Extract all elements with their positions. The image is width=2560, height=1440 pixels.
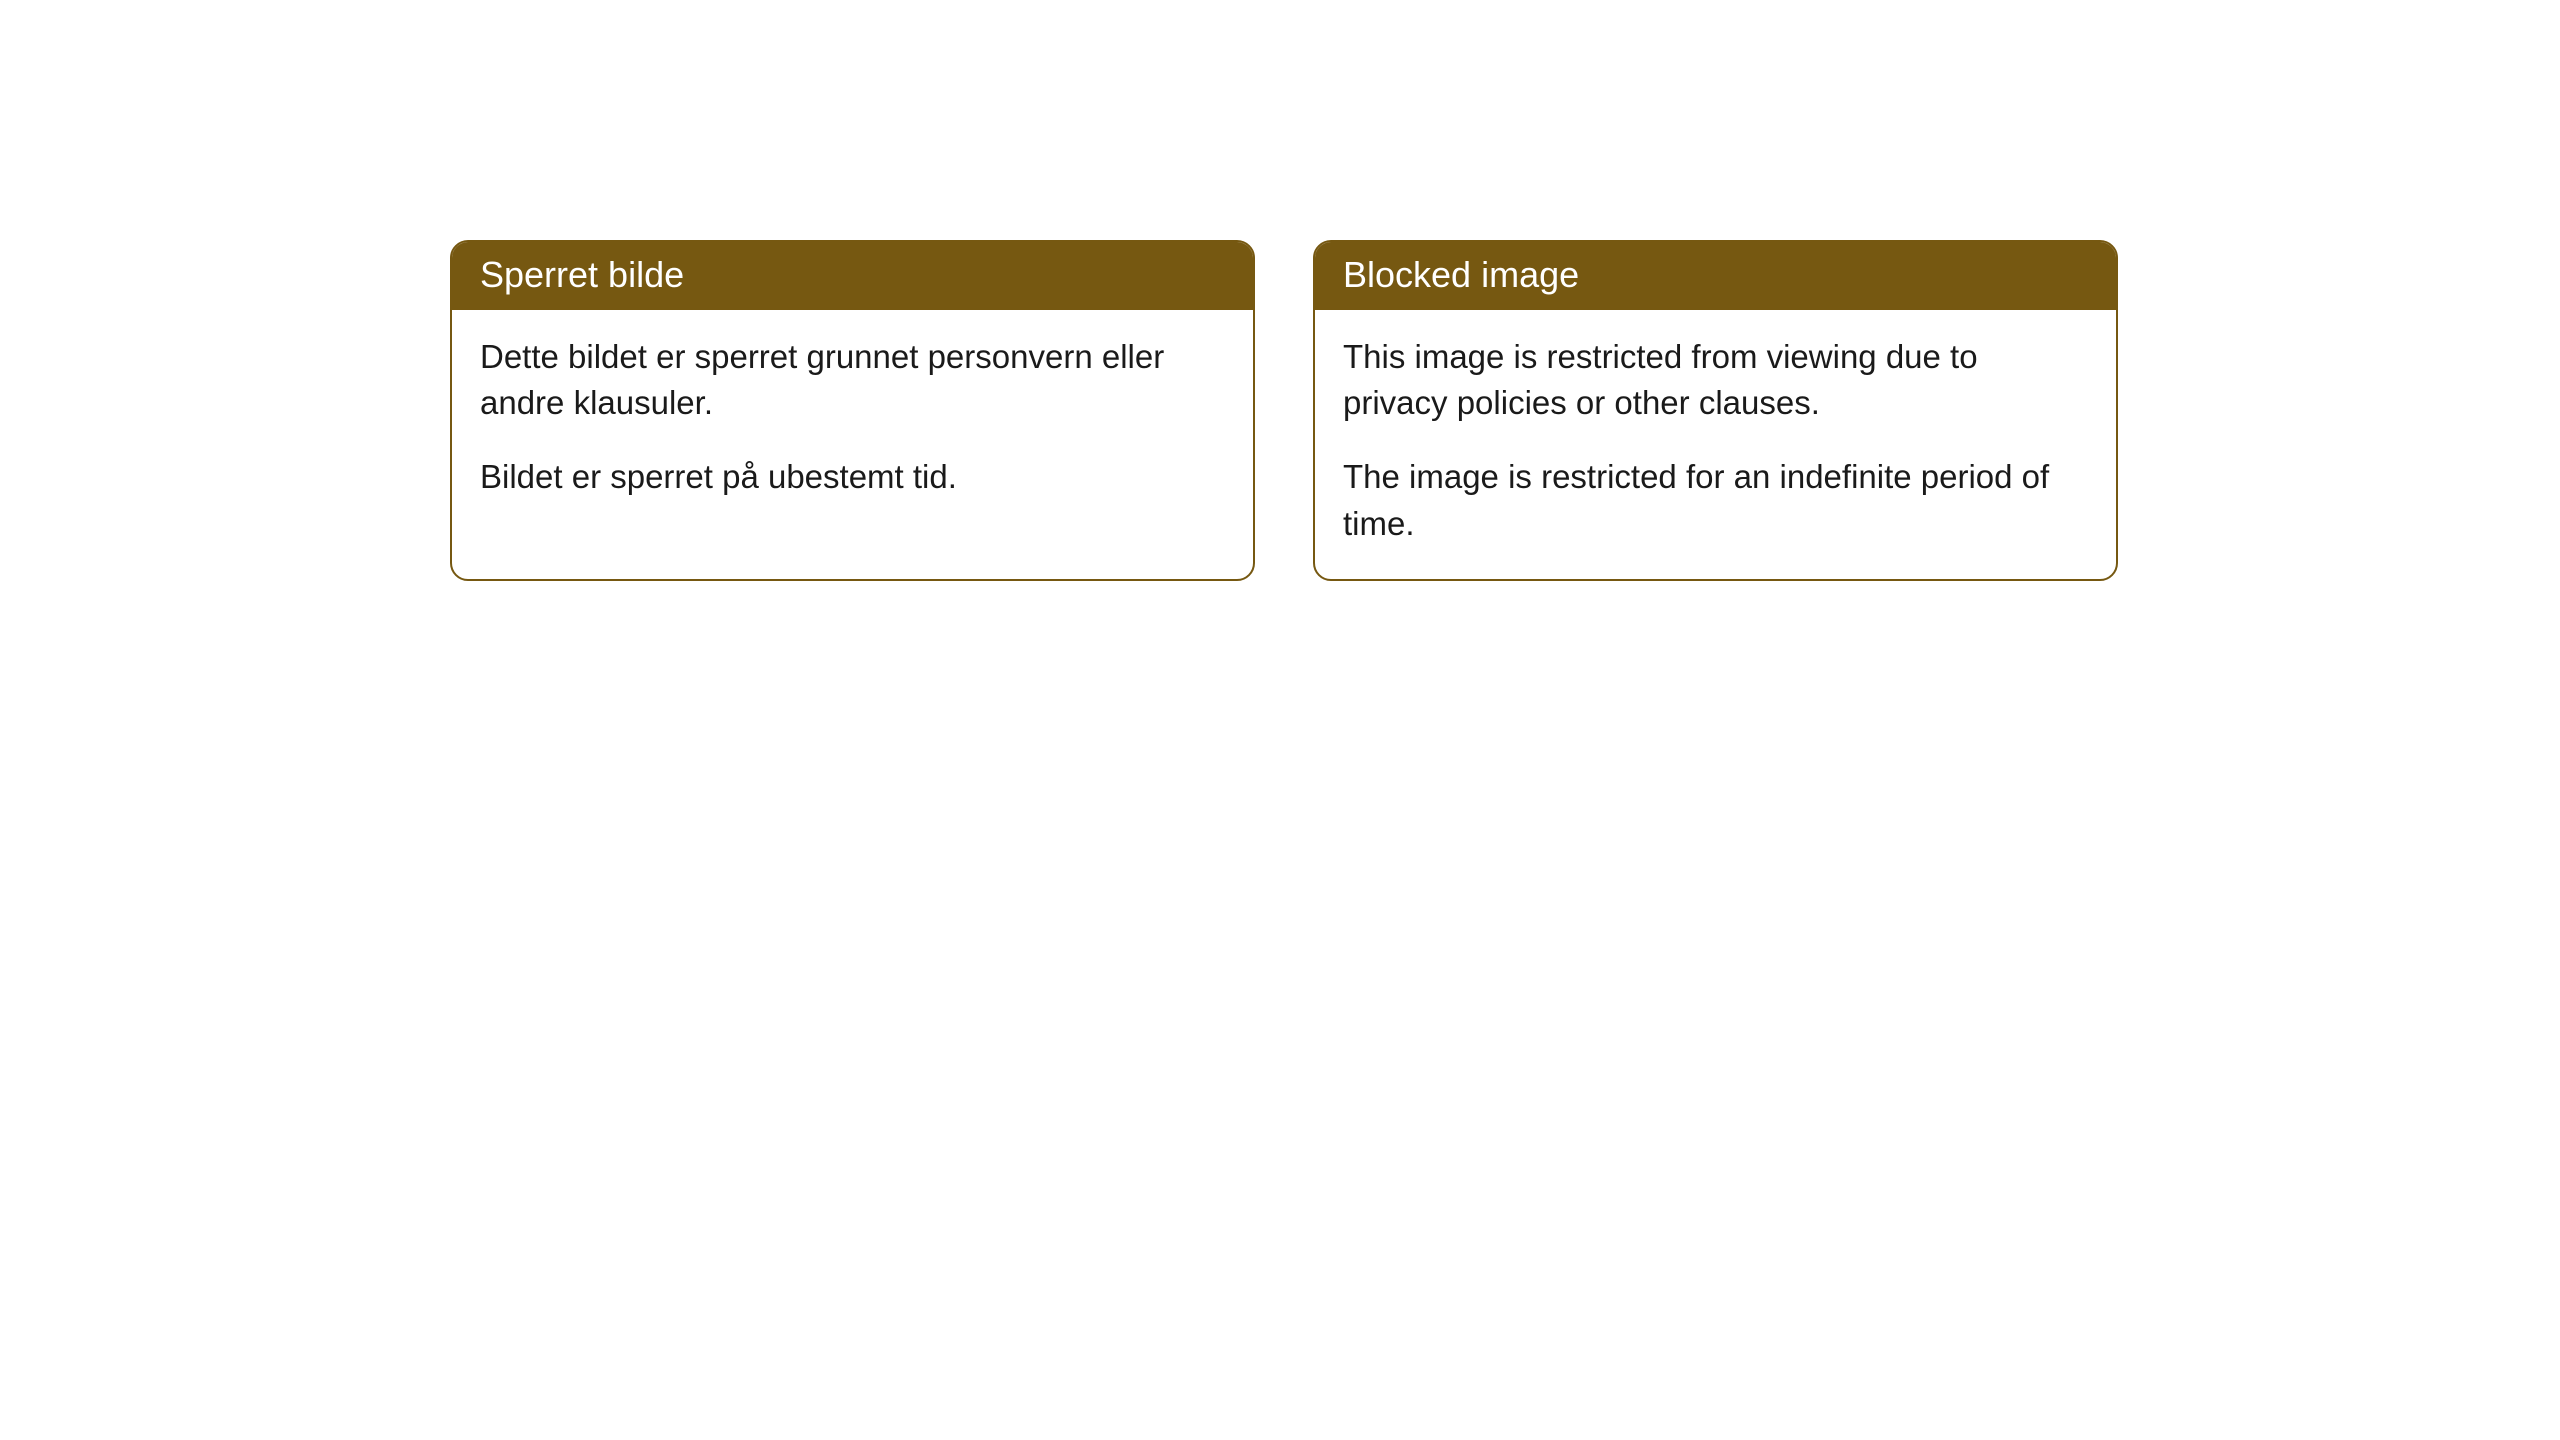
card-paragraph: This image is restricted from viewing du… [1343,334,2088,426]
card-header: Sperret bilde [452,242,1253,310]
notice-cards-container: Sperret bilde Dette bildet er sperret gr… [450,240,2118,581]
card-paragraph: The image is restricted for an indefinit… [1343,454,2088,546]
card-body: This image is restricted from viewing du… [1315,310,2116,579]
card-body: Dette bildet er sperret grunnet personve… [452,310,1253,533]
card-paragraph: Bildet er sperret på ubestemt tid. [480,454,1225,500]
card-paragraph: Dette bildet er sperret grunnet personve… [480,334,1225,426]
blocked-image-card-no: Sperret bilde Dette bildet er sperret gr… [450,240,1255,581]
card-header: Blocked image [1315,242,2116,310]
blocked-image-card-en: Blocked image This image is restricted f… [1313,240,2118,581]
